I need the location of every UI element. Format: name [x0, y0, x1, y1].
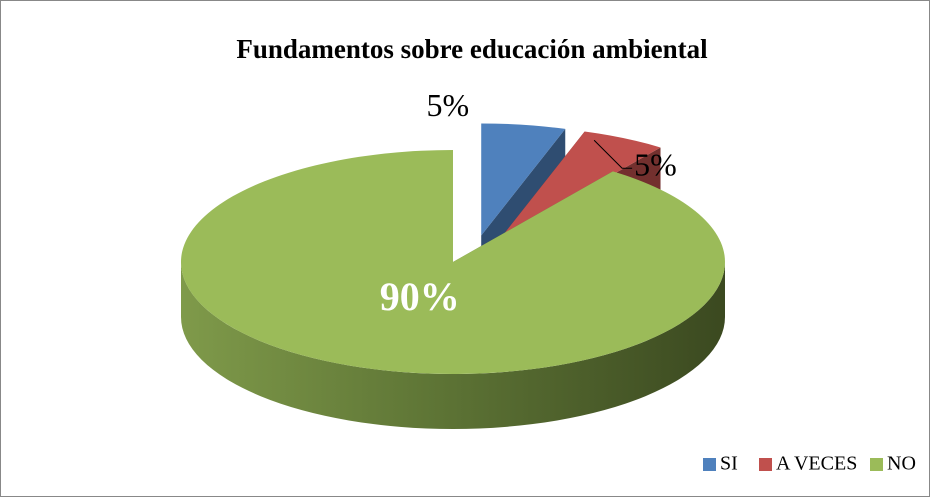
legend-swatch: [703, 458, 716, 471]
slice-side: [181, 262, 725, 429]
slice: [180, 150, 725, 374]
legend-label: SI: [720, 453, 738, 475]
data-label: 5%: [427, 87, 470, 123]
data-label: 90%: [380, 274, 460, 319]
leader-line: [593, 139, 633, 169]
legend-label: NO: [887, 453, 916, 475]
legend-label: A VECES: [776, 453, 857, 475]
data-label: 5%: [634, 147, 677, 183]
chart-title: Fundamentos sobre educación ambiental: [236, 34, 708, 64]
slice: [500, 131, 661, 239]
slice: [481, 123, 566, 236]
legend-swatch: [759, 458, 772, 471]
legend-swatch: [870, 458, 883, 471]
